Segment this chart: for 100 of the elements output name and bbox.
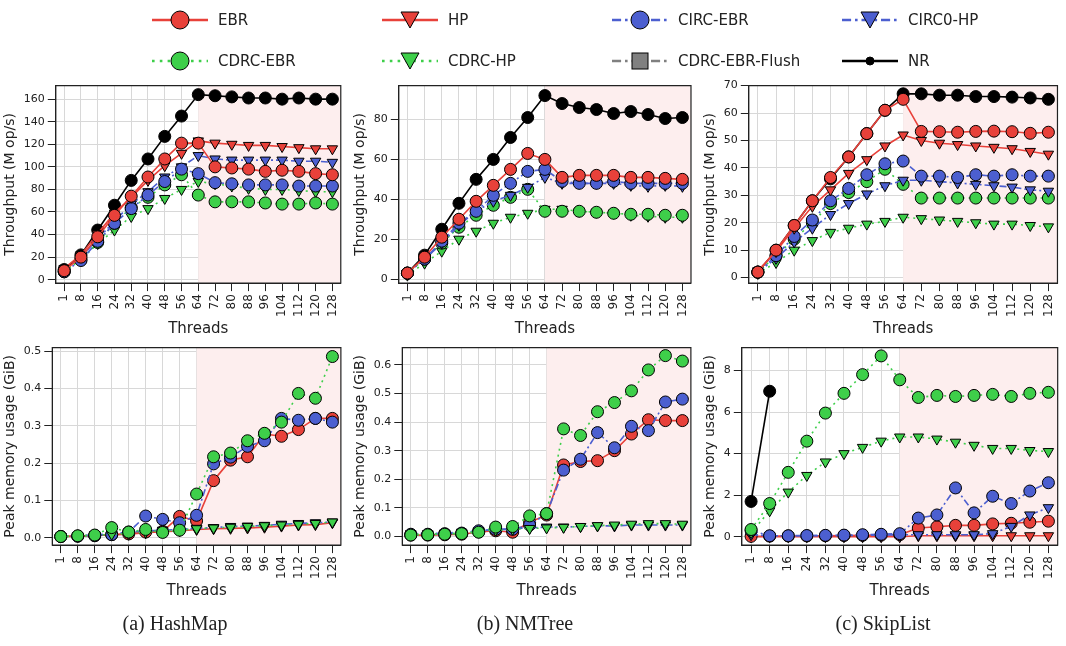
x-tick-label: 120 — [1022, 294, 1037, 317]
y-axis-title: Peak memory usage (GiB) — [1, 355, 18, 538]
x-tick-label: 128 — [674, 556, 689, 579]
x-tick-label: 56 — [519, 294, 534, 310]
y-tick-label: 20 — [30, 250, 45, 263]
x-tick-label: 112 — [640, 294, 655, 317]
y-axis-title: Peak memory usage (GiB) — [701, 355, 718, 538]
x-tick-label: 120 — [307, 556, 322, 579]
x-tick-label: 32 — [120, 556, 135, 572]
x-tick-label: 72 — [205, 556, 220, 572]
y-tick-label: 0.1 — [373, 500, 392, 514]
x-axis-title: Threads — [513, 318, 576, 337]
x-tick-label: 56 — [173, 294, 188, 310]
y-tick-label: 70 — [723, 78, 738, 92]
x-tick-label: 8 — [768, 294, 783, 302]
y-tick-label: 0 — [380, 271, 388, 285]
x-tick-label: 88 — [588, 294, 603, 310]
legend-label: CIRC0-HP — [908, 10, 979, 29]
x-tick-label: 24 — [804, 294, 819, 310]
x-tick-label: 40 — [140, 294, 155, 310]
y-tick-label: 80 — [373, 112, 388, 126]
y-tick-label: 0.0 — [23, 530, 42, 544]
x-tick-label: 64 — [537, 294, 552, 310]
y-tick-label: 80 — [30, 182, 45, 196]
x-tick-label: 64 — [891, 556, 906, 572]
x-tick-label: 120 — [657, 294, 672, 317]
y-tick-label: 140 — [23, 114, 45, 128]
x-tick-label: 80 — [572, 556, 587, 572]
x-tick-label: 16 — [86, 556, 101, 572]
x-tick-label: 96 — [967, 294, 982, 310]
x-tick-label: 112 — [1004, 294, 1019, 317]
y-tick-label: 8 — [723, 363, 731, 377]
y-tick-label: 60 — [30, 204, 45, 218]
x-tick-label: 16 — [89, 294, 104, 310]
y-tick-label: 50 — [723, 133, 738, 147]
y-tick-label: 40 — [723, 160, 738, 174]
y-tick-label: 100 — [23, 159, 45, 173]
x-tick-label: 88 — [947, 556, 962, 572]
x-tick-label: 48 — [502, 294, 517, 310]
x-axis-title: Threads — [165, 580, 227, 599]
y-tick-label: 0 — [730, 270, 738, 284]
x-tick-label: 120 — [307, 294, 322, 317]
y-tick-label: 30 — [723, 188, 738, 202]
x-tick-label: 112 — [290, 294, 305, 317]
x-axis-title: Threads — [515, 580, 577, 599]
y-tick-label: 0.5 — [23, 344, 42, 358]
x-tick-label: 120 — [657, 556, 672, 579]
x-tick-label: 104 — [623, 556, 638, 579]
x-tick-label: 96 — [605, 294, 620, 310]
legend-label: HP — [448, 10, 469, 29]
x-tick-label: 40 — [840, 294, 855, 310]
x-tick-label: 80 — [931, 294, 946, 310]
x-tick-label: 88 — [949, 294, 964, 310]
x-tick-label: 112 — [290, 556, 305, 579]
x-tick-label: 24 — [106, 294, 121, 310]
x-tick-label: 16 — [786, 294, 801, 310]
x-tick-label: 80 — [929, 556, 944, 572]
legend-label: CDRC-HP — [448, 51, 516, 70]
y-tick-label: 160 — [23, 92, 45, 105]
y-tick-label: 20 — [723, 215, 738, 229]
x-tick-label: 72 — [554, 294, 569, 310]
x-tick-label: 40 — [487, 556, 502, 572]
x-tick-label: 40 — [836, 556, 851, 572]
x-tick-label: 8 — [69, 556, 84, 564]
x-tick-label: 96 — [966, 556, 981, 572]
x-tick-label: 72 — [910, 556, 925, 572]
y-tick-label: 0.3 — [373, 443, 392, 457]
y-axis-title: Throughput (M op/s) — [1, 113, 18, 257]
x-axis-title: Threads — [167, 318, 229, 337]
y-tick-label: 0 — [37, 272, 45, 286]
x-tick-label: 40 — [485, 294, 500, 310]
x-tick-label: 88 — [589, 556, 604, 572]
x-axis-title: Threads — [868, 580, 931, 599]
x-tick-label: 56 — [171, 556, 186, 572]
x-tick-label: 64 — [190, 294, 205, 310]
text: (a) HashMap — [121, 612, 229, 635]
legend-label: NR — [908, 51, 930, 70]
x-tick-label: 88 — [239, 556, 254, 572]
y-axis-title: Throughput (M op/s) — [351, 113, 368, 257]
x-tick-label: 56 — [521, 556, 536, 572]
x-tick-label: 128 — [324, 294, 339, 317]
x-tick-label: 112 — [1003, 556, 1018, 579]
x-tick-label: 128 — [1040, 294, 1055, 317]
y-tick-label: 0.2 — [23, 455, 42, 469]
x-tick-label: 64 — [188, 556, 203, 572]
y-tick-label: 0.5 — [373, 386, 392, 400]
x-tick-label: 104 — [984, 556, 999, 579]
x-tick-label: 112 — [640, 556, 655, 579]
y-tick-label: 0.1 — [23, 493, 42, 507]
x-tick-label: 128 — [674, 294, 689, 317]
x-tick-label: 16 — [436, 556, 451, 572]
x-tick-label: 104 — [273, 556, 288, 579]
x-tick-label: 1 — [399, 294, 414, 302]
x-tick-label: 8 — [416, 294, 431, 302]
x-tick-label: 1 — [750, 294, 764, 302]
y-tick-label: 6 — [723, 404, 731, 418]
x-axis-title: Threads — [872, 318, 934, 337]
x-tick-label: 32 — [470, 556, 485, 572]
x-tick-label: 32 — [817, 556, 832, 572]
x-tick-label: 24 — [453, 556, 468, 572]
